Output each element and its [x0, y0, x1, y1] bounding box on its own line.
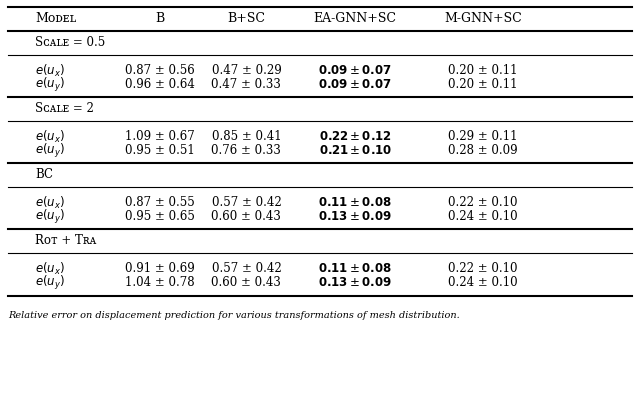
Text: $e(u_x)$: $e(u_x)$ [35, 129, 65, 145]
Text: $\mathbf{0.13}\pm\mathbf{0.09}$: $\mathbf{0.13}\pm\mathbf{0.09}$ [318, 277, 392, 290]
Text: 0.87 ± 0.55: 0.87 ± 0.55 [125, 196, 195, 209]
Text: Sᴄᴀʟᴇ = 2: Sᴄᴀʟᴇ = 2 [35, 103, 94, 115]
Text: 0.57 ± 0.42: 0.57 ± 0.42 [212, 263, 281, 275]
Text: $e(u_x)$: $e(u_x)$ [35, 63, 65, 79]
Text: Rᴏᴛ + Tʀᴀ: Rᴏᴛ + Tʀᴀ [35, 235, 97, 247]
Text: 0.47 ± 0.29: 0.47 ± 0.29 [212, 65, 281, 77]
Text: $e(u_x)$: $e(u_x)$ [35, 261, 65, 277]
Text: 1.09 ± 0.67: 1.09 ± 0.67 [125, 130, 195, 144]
Text: Mᴏᴅᴇʟ: Mᴏᴅᴇʟ [35, 12, 77, 26]
Text: 0.20 ± 0.11: 0.20 ± 0.11 [449, 79, 518, 91]
Text: $\mathbf{0.13}\pm\mathbf{0.09}$: $\mathbf{0.13}\pm\mathbf{0.09}$ [318, 211, 392, 223]
Text: 0.22 ± 0.10: 0.22 ± 0.10 [449, 196, 518, 209]
Text: $e(u_y)$: $e(u_y)$ [35, 76, 65, 94]
Text: 0.96 ± 0.64: 0.96 ± 0.64 [125, 79, 195, 91]
Text: B: B [156, 12, 164, 26]
Text: 0.29 ± 0.11: 0.29 ± 0.11 [449, 130, 518, 144]
Text: 0.24 ± 0.10: 0.24 ± 0.10 [449, 211, 518, 223]
Text: Relative error on displacement prediction for various transformations of mesh di: Relative error on displacement predictio… [8, 310, 460, 320]
Text: $\mathbf{0.21}\pm\mathbf{0.10}$: $\mathbf{0.21}\pm\mathbf{0.10}$ [319, 144, 392, 158]
Text: $e(u_x)$: $e(u_x)$ [35, 195, 65, 211]
Text: $e(u_y)$: $e(u_y)$ [35, 208, 65, 226]
Text: 0.24 ± 0.10: 0.24 ± 0.10 [449, 277, 518, 290]
Text: $\mathbf{0.11}\pm\mathbf{0.08}$: $\mathbf{0.11}\pm\mathbf{0.08}$ [318, 196, 392, 209]
Text: 1.04 ± 0.78: 1.04 ± 0.78 [125, 277, 195, 290]
Text: $\mathbf{0.09}\pm\mathbf{0.07}$: $\mathbf{0.09}\pm\mathbf{0.07}$ [319, 79, 392, 91]
Text: 0.91 ± 0.69: 0.91 ± 0.69 [125, 263, 195, 275]
Text: 0.57 ± 0.42: 0.57 ± 0.42 [212, 196, 281, 209]
Text: 0.95 ± 0.51: 0.95 ± 0.51 [125, 144, 195, 158]
Text: $e(u_y)$: $e(u_y)$ [35, 274, 65, 292]
Text: 0.47 ± 0.33: 0.47 ± 0.33 [211, 79, 282, 91]
Text: 0.87 ± 0.56: 0.87 ± 0.56 [125, 65, 195, 77]
Text: $e(u_y)$: $e(u_y)$ [35, 142, 65, 160]
Text: 0.76 ± 0.33: 0.76 ± 0.33 [211, 144, 282, 158]
Text: Sᴄᴀʟᴇ = 0.5: Sᴄᴀʟᴇ = 0.5 [35, 36, 106, 49]
Text: $\mathbf{0.11}\pm\mathbf{0.08}$: $\mathbf{0.11}\pm\mathbf{0.08}$ [318, 263, 392, 275]
Text: $\mathbf{0.22}\pm\mathbf{0.12}$: $\mathbf{0.22}\pm\mathbf{0.12}$ [319, 130, 392, 144]
Text: EA-GNN+SC: EA-GNN+SC [314, 12, 397, 26]
Text: 0.28 ± 0.09: 0.28 ± 0.09 [449, 144, 518, 158]
Text: 0.22 ± 0.10: 0.22 ± 0.10 [449, 263, 518, 275]
Text: $\mathbf{0.09}\pm\mathbf{0.07}$: $\mathbf{0.09}\pm\mathbf{0.07}$ [319, 65, 392, 77]
Text: 0.60 ± 0.43: 0.60 ± 0.43 [211, 211, 282, 223]
Text: 0.20 ± 0.11: 0.20 ± 0.11 [449, 65, 518, 77]
Text: B+SC: B+SC [227, 12, 266, 26]
Text: 0.60 ± 0.43: 0.60 ± 0.43 [211, 277, 282, 290]
Text: 0.95 ± 0.65: 0.95 ± 0.65 [125, 211, 195, 223]
Text: M-GNN+SC: M-GNN+SC [444, 12, 522, 26]
Text: 0.85 ± 0.41: 0.85 ± 0.41 [212, 130, 281, 144]
Text: BC: BC [35, 168, 53, 182]
